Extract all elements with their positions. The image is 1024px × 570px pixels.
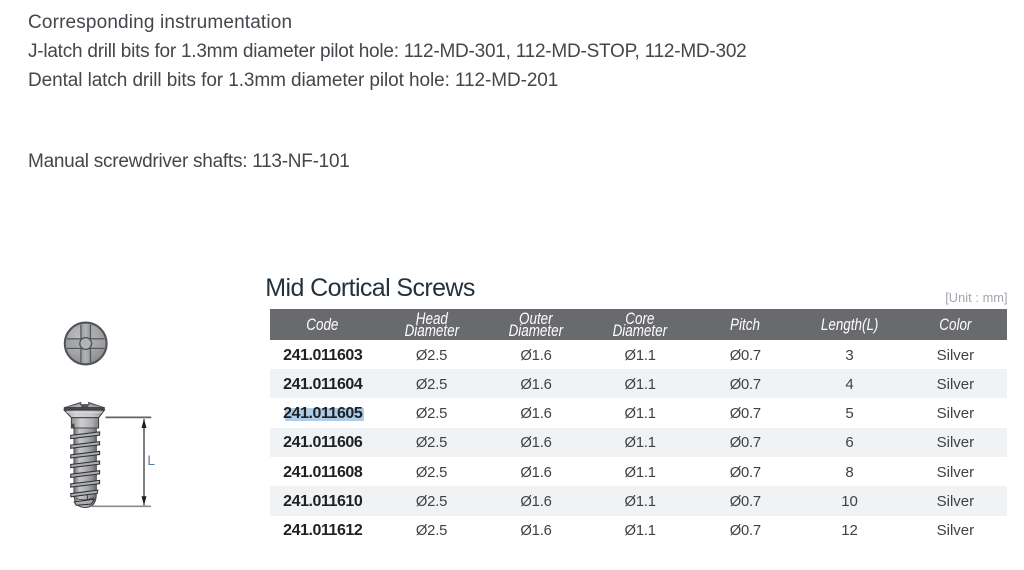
svg-text:L: L	[147, 453, 155, 468]
